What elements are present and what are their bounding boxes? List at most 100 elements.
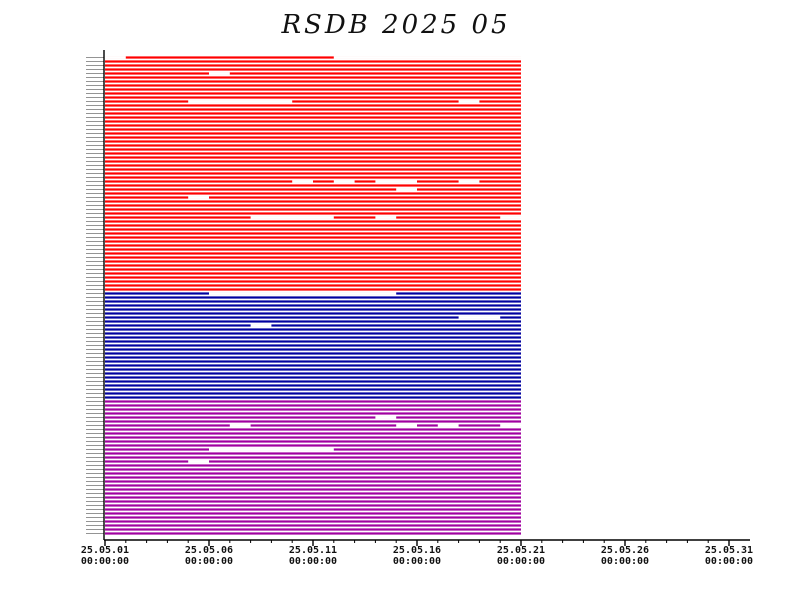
coverage-gap bbox=[250, 216, 334, 219]
station-bar bbox=[105, 284, 521, 287]
station-bar bbox=[105, 248, 521, 251]
station-bar bbox=[105, 516, 521, 519]
station-bar bbox=[105, 280, 521, 283]
coverage-gap bbox=[500, 424, 521, 427]
x-tick-label-date: 25.05.21 bbox=[497, 545, 545, 556]
station-bar bbox=[105, 336, 521, 339]
station-bar bbox=[105, 508, 521, 511]
station-bar bbox=[105, 172, 521, 175]
coverage-gap bbox=[375, 216, 397, 219]
station-bar bbox=[105, 176, 521, 179]
coverage-gap bbox=[458, 100, 480, 103]
station-bar bbox=[105, 132, 521, 135]
station-bar bbox=[105, 212, 521, 215]
station-bar bbox=[105, 296, 521, 299]
coverage-gap bbox=[458, 180, 480, 183]
station-bar bbox=[105, 276, 521, 279]
coverage-gap bbox=[437, 424, 459, 427]
station-bar bbox=[105, 256, 521, 259]
station-bar bbox=[105, 156, 521, 159]
station-bar bbox=[105, 140, 521, 143]
station-bar bbox=[105, 64, 521, 67]
station-bar bbox=[105, 404, 521, 407]
station-bar bbox=[105, 164, 521, 167]
coverage-gap bbox=[396, 424, 417, 427]
station-bar bbox=[105, 488, 521, 491]
station-bar bbox=[105, 300, 521, 303]
x-tick-label-date: 25.05.11 bbox=[289, 545, 337, 556]
station-bar bbox=[105, 252, 521, 255]
station-bar bbox=[105, 200, 521, 203]
coverage-gap bbox=[229, 424, 251, 427]
station-bar bbox=[105, 428, 521, 431]
coverage-gap bbox=[209, 292, 397, 295]
x-tick-label-time: 00:00:00 bbox=[497, 556, 545, 567]
station-bar bbox=[105, 120, 521, 123]
station-bar bbox=[105, 196, 521, 199]
station-bar bbox=[105, 380, 521, 383]
station-bar bbox=[105, 260, 521, 263]
station-bar bbox=[105, 236, 521, 239]
station-bar bbox=[105, 84, 521, 87]
station-bar bbox=[105, 492, 521, 495]
station-bar bbox=[105, 324, 521, 327]
station-bar bbox=[105, 504, 521, 507]
station-bar bbox=[105, 72, 521, 75]
station-bar bbox=[105, 192, 521, 195]
station-bar bbox=[105, 436, 521, 439]
station-bar bbox=[105, 68, 521, 71]
station-bar bbox=[105, 352, 521, 355]
station-bar bbox=[105, 476, 521, 479]
station-bar bbox=[105, 240, 521, 243]
station-bar bbox=[105, 312, 521, 315]
x-tick-label-time: 00:00:00 bbox=[393, 556, 441, 567]
coverage-gap bbox=[105, 56, 126, 59]
station-bar bbox=[105, 520, 521, 523]
station-bar bbox=[105, 244, 521, 247]
station-bar bbox=[105, 500, 521, 503]
station-bar bbox=[105, 320, 521, 323]
station-bar bbox=[105, 148, 521, 151]
station-bar bbox=[105, 288, 521, 291]
station-bar bbox=[105, 88, 521, 91]
station-bar bbox=[105, 232, 521, 235]
station-bar bbox=[105, 184, 521, 187]
station-bar bbox=[105, 416, 521, 419]
x-tick-label-time: 00:00:00 bbox=[185, 556, 233, 567]
station-bar bbox=[105, 472, 521, 475]
station-bar bbox=[105, 464, 521, 467]
station-bar bbox=[105, 56, 521, 59]
station-bar bbox=[105, 496, 521, 499]
coverage-gap bbox=[333, 180, 355, 183]
station-bar bbox=[105, 512, 521, 515]
station-bar bbox=[105, 432, 521, 435]
coverage-gap bbox=[292, 180, 313, 183]
coverage-gap bbox=[188, 196, 209, 199]
x-tick-label-time: 00:00:00 bbox=[289, 556, 337, 567]
station-bar bbox=[105, 228, 521, 231]
station-bar bbox=[105, 96, 521, 99]
station-bar bbox=[105, 340, 521, 343]
station-bar bbox=[105, 160, 521, 163]
station-bar bbox=[105, 268, 521, 271]
station-bar bbox=[105, 468, 521, 471]
station-bar bbox=[105, 272, 521, 275]
station-bar bbox=[105, 168, 521, 171]
station-bar bbox=[105, 188, 521, 191]
x-tick-label-date: 25.05.01 bbox=[81, 545, 129, 556]
station-bar bbox=[105, 264, 521, 267]
x-tick-label-date: 25.05.16 bbox=[393, 545, 441, 556]
station-bar bbox=[105, 144, 521, 147]
station-bar bbox=[105, 60, 521, 63]
station-bar bbox=[105, 348, 521, 351]
station-bar bbox=[105, 92, 521, 95]
coverage-gap bbox=[458, 316, 501, 319]
station-bar bbox=[105, 128, 521, 131]
station-bar bbox=[105, 388, 521, 391]
station-bar bbox=[105, 100, 521, 103]
x-tick-label-time: 00:00:00 bbox=[601, 556, 649, 567]
station-bar bbox=[105, 204, 521, 207]
coverage-gap bbox=[209, 72, 230, 75]
coverage-gap bbox=[250, 324, 272, 327]
